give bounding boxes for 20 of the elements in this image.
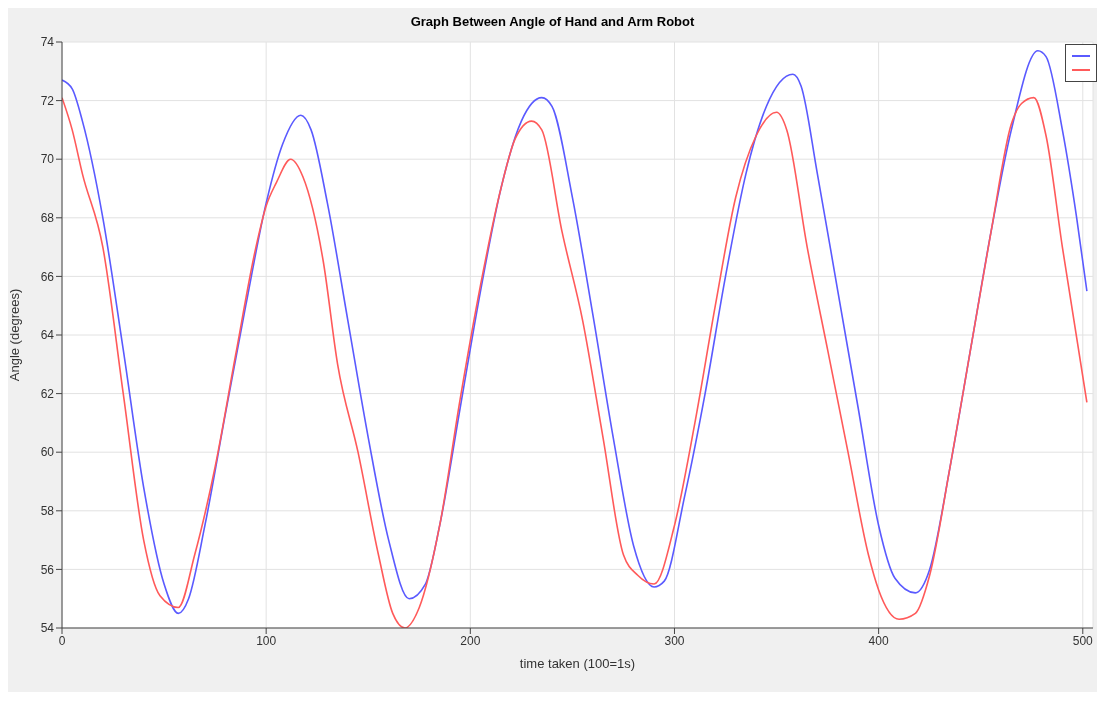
- y-tick-label: 72: [40, 93, 55, 108]
- x-tick-label: 500: [1072, 633, 1094, 648]
- y-tick-label: 62: [40, 386, 55, 401]
- y-axis-title: Angle (degrees): [6, 288, 22, 382]
- x-tick-label: 0: [58, 633, 66, 648]
- x-axis-title: time taken (100=1s): [519, 656, 636, 671]
- x-tick-label: 200: [460, 633, 481, 648]
- y-tick-label: 66: [40, 269, 55, 284]
- x-tick-label: 400: [868, 633, 889, 648]
- y-tick-label: 56: [40, 562, 55, 577]
- y-tick-label: 64: [40, 328, 55, 343]
- y-tick-label: 68: [40, 211, 55, 226]
- y-tick-label: 58: [40, 504, 55, 519]
- y-tick-label: 70: [40, 152, 55, 167]
- y-tick-label: 54: [40, 621, 55, 636]
- x-tick-label: 300: [664, 633, 685, 648]
- chart-title: Graph Between Angle of Hand and Arm Robot: [409, 13, 696, 31]
- x-tick-label: 100: [256, 633, 277, 648]
- y-tick-label: 74: [40, 35, 55, 50]
- y-tick-label: 60: [40, 445, 55, 460]
